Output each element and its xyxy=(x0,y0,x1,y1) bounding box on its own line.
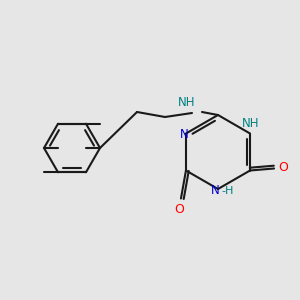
Text: N: N xyxy=(211,184,219,197)
Text: O: O xyxy=(174,203,184,216)
Text: N: N xyxy=(180,128,188,141)
Text: NH: NH xyxy=(242,117,260,130)
Text: O: O xyxy=(278,161,288,174)
Text: -H: -H xyxy=(222,186,234,196)
Text: NH: NH xyxy=(178,95,196,109)
